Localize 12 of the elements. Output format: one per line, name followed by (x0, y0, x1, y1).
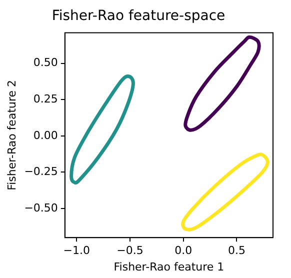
y-tick-label: 0.25 (33, 92, 58, 106)
x-tick-label: −1.0 (63, 244, 90, 258)
x-tick-label: 0.0 (174, 244, 192, 258)
y-axis-title: Fisher-Rao feature 2 (5, 80, 18, 190)
y-tick-label: −0.25 (24, 165, 58, 178)
chart-title: Fisher-Rao feature-space (52, 8, 226, 24)
x-tick-label: 0.5 (228, 244, 246, 258)
y-tick-label: 0.50 (33, 56, 58, 70)
x-tick-label: −0.5 (116, 244, 144, 258)
y-tick-label: −0.50 (24, 201, 58, 214)
y-tick-label: 0.00 (33, 128, 58, 142)
x-axis-title: Fisher-Rao feature 1 (114, 260, 224, 274)
